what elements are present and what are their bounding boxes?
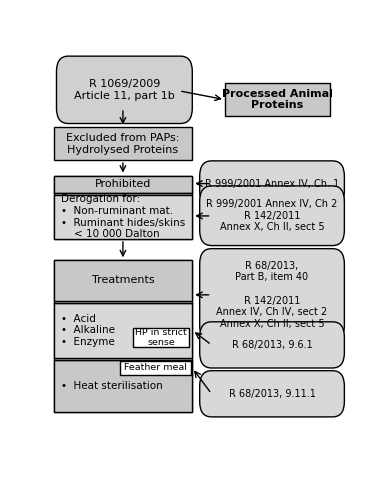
FancyBboxPatch shape [200,161,344,206]
Text: R 68/2013, 9.11.1: R 68/2013, 9.11.1 [229,389,315,399]
FancyBboxPatch shape [53,360,192,412]
Text: Feather meal: Feather meal [124,364,187,372]
Text: Processed Animal
Proteins: Processed Animal Proteins [222,88,333,110]
Text: •  Acid
•  Alkaline
•  Enzyme: • Acid • Alkaline • Enzyme [61,314,115,347]
FancyBboxPatch shape [133,328,189,347]
FancyBboxPatch shape [200,248,344,341]
Text: R 1069/2009
Article 11, part 1b: R 1069/2009 Article 11, part 1b [74,79,175,100]
FancyBboxPatch shape [200,186,344,246]
FancyBboxPatch shape [53,194,192,239]
FancyBboxPatch shape [53,176,192,239]
Text: HP in strict
sense: HP in strict sense [135,328,187,347]
FancyBboxPatch shape [53,302,192,358]
FancyBboxPatch shape [53,176,192,193]
Text: Derogation for:
•  Non-ruminant mat.
•  Ruminant hides/skins
    < 10 000 Dalton: Derogation for: • Non-ruminant mat. • Ru… [61,194,185,240]
Text: Excluded from PAPs:
Hydrolysed Proteins: Excluded from PAPs: Hydrolysed Proteins [66,133,179,154]
FancyBboxPatch shape [53,260,192,300]
FancyBboxPatch shape [225,83,330,116]
FancyBboxPatch shape [120,361,191,374]
FancyBboxPatch shape [53,260,192,412]
Text: R 68/2013, 9.6.1: R 68/2013, 9.6.1 [232,340,312,350]
FancyBboxPatch shape [200,322,344,368]
Text: R 999/2001 Annex IV, Ch. 1: R 999/2001 Annex IV, Ch. 1 [205,178,339,188]
Text: Prohibited: Prohibited [95,179,151,189]
Text: •  Heat sterilisation: • Heat sterilisation [61,382,163,392]
FancyBboxPatch shape [200,370,344,417]
Text: R 999/2001 Annex IV, Ch 2
R 142/2011
Annex X, Ch II, sect 5: R 999/2001 Annex IV, Ch 2 R 142/2011 Ann… [207,199,338,232]
FancyBboxPatch shape [53,128,192,160]
Text: R 68/2013,
Part B, item 40

R 142/2011
Annex IV, Ch IV, sect 2
Annex X, Ch II, s: R 68/2013, Part B, item 40 R 142/2011 An… [216,261,328,329]
FancyBboxPatch shape [56,56,192,124]
Text: Treatments: Treatments [91,276,154,285]
